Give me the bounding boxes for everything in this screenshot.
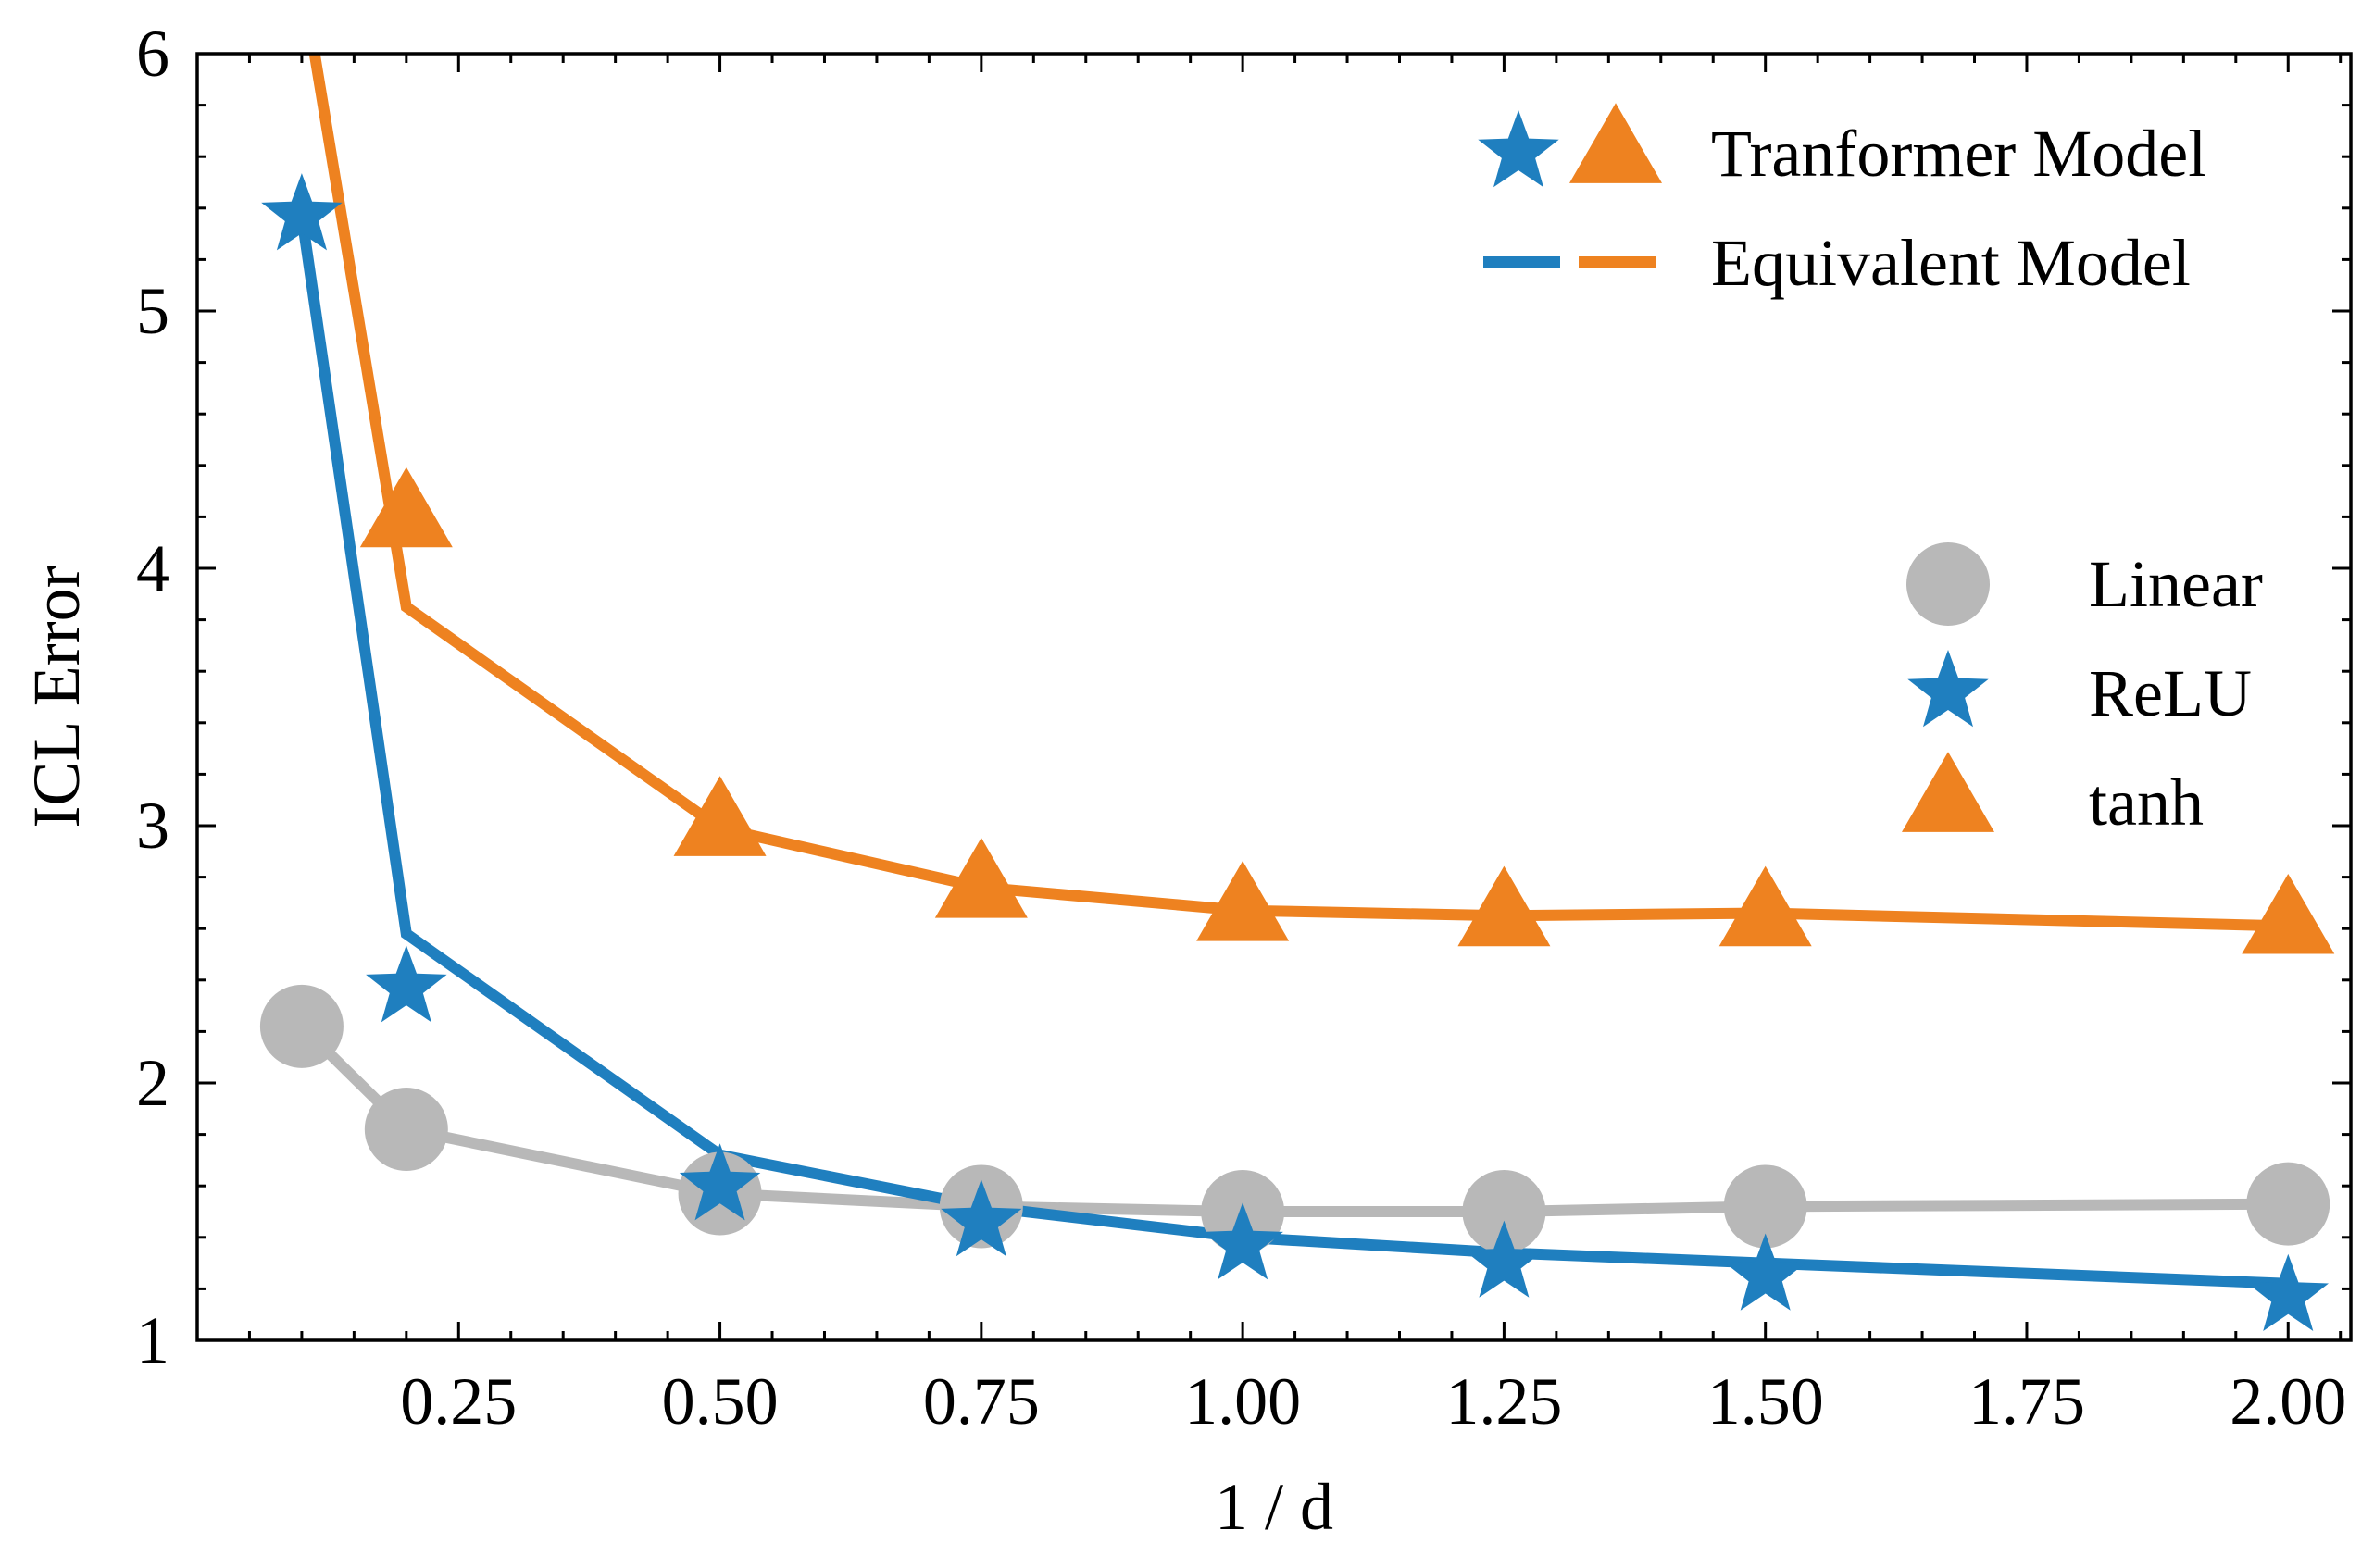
x-tick-label: 0.75 xyxy=(923,1364,1040,1438)
legend-activation-markers xyxy=(1902,542,1994,832)
data-point-tanh xyxy=(1718,865,1812,947)
data-point-tanh xyxy=(1457,865,1551,947)
y-tick-label: 3 xyxy=(136,789,169,863)
data-point-relu xyxy=(679,1143,761,1221)
y-tick-label: 1 xyxy=(136,1303,169,1377)
x-tick-label: 1.25 xyxy=(1445,1364,1562,1438)
data-point-relu xyxy=(1202,1202,1283,1280)
data-point-relu xyxy=(261,173,343,251)
legend-activation: Linear ReLU tanh xyxy=(1902,542,2263,840)
legend-model-type: Tranformer Model Equivalent Model xyxy=(1478,103,2206,300)
series-line-tanh xyxy=(308,54,2289,932)
legend-tanh-marker xyxy=(1902,752,1994,832)
x-axis-label: 1 / d xyxy=(1215,1470,1333,1544)
legend-relu-label: ReLU xyxy=(2089,656,2252,730)
legend-transformer-triangle xyxy=(1569,103,1662,183)
series-line-relu xyxy=(295,215,2289,1289)
y-tick-label: 2 xyxy=(136,1046,169,1120)
y-tick-label: 6 xyxy=(136,17,169,91)
series-lines xyxy=(295,54,2289,1289)
data-point-relu xyxy=(941,1179,1022,1257)
data-point-tanh xyxy=(256,0,348,7)
x-tick-label: 1.75 xyxy=(1968,1364,2085,1438)
legend-transformer-label: Tranformer Model xyxy=(1711,117,2206,191)
data-point-linear xyxy=(1462,1170,1546,1253)
data-point-relu xyxy=(2247,1253,2329,1331)
legend-tanh-label: tanh xyxy=(2089,765,2204,840)
data-point-tanh xyxy=(359,467,453,548)
data-point-tanh xyxy=(934,838,1028,918)
series-line-linear xyxy=(297,1022,2289,1217)
legend-relu-marker xyxy=(1907,650,1989,728)
data-point-tanh xyxy=(1196,861,1290,941)
data-point-linear xyxy=(259,984,344,1068)
legend-linear-label: Linear xyxy=(2089,547,2263,621)
y-tick-label: 5 xyxy=(136,274,169,348)
x-tick-label: 0.25 xyxy=(400,1364,517,1438)
legend-transformer-markers xyxy=(1478,103,1662,188)
data-point-linear xyxy=(2246,1162,2330,1246)
series-markers xyxy=(256,0,2335,1331)
data-point-linear xyxy=(364,1088,448,1172)
data-point-tanh xyxy=(673,776,767,856)
x-tick-label: 2.00 xyxy=(2230,1364,2346,1438)
legend-linear-marker xyxy=(1906,542,1990,626)
data-point-relu xyxy=(366,945,447,1023)
data-point-relu xyxy=(1724,1233,1806,1311)
data-point-tanh xyxy=(2242,873,2335,954)
x-tick-label: 0.50 xyxy=(662,1364,779,1438)
x-tick-label: 1.00 xyxy=(1184,1364,1301,1438)
plot-frame xyxy=(195,52,2353,1342)
legend-equivalent-label: Equivalent Model xyxy=(1711,226,2191,300)
data-point-linear xyxy=(1723,1164,1807,1249)
y-tick-label: 4 xyxy=(136,531,169,605)
data-point-relu xyxy=(1463,1220,1545,1298)
x-tick-label: 1.50 xyxy=(1707,1364,1824,1438)
tick-labels: 0.25 0.50 0.75 1.00 1.25 1.50 1.75 2.00 1 2 3 4 5 6 xyxy=(136,17,2346,1438)
y-axis-label: ICL Error xyxy=(19,566,94,828)
legend-transformer-star xyxy=(1478,110,1559,188)
